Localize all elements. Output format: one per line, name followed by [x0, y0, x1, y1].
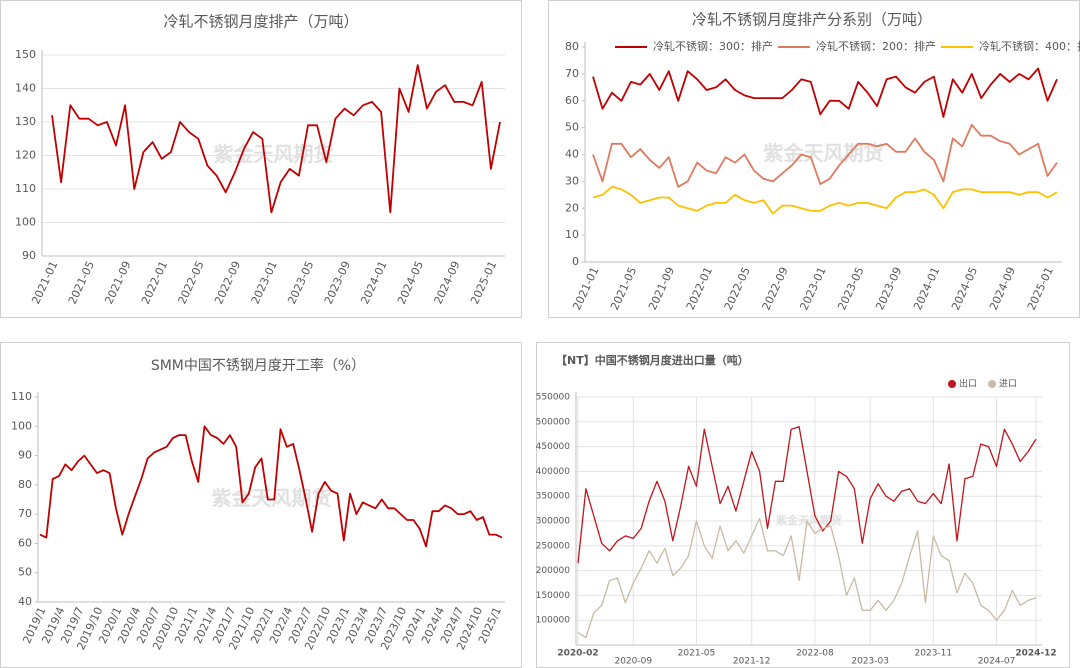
y-tick-label: 550000 [536, 393, 571, 403]
x-tick-label: 2022-05 [176, 259, 207, 306]
x-tick-label: 2021-09 [646, 265, 677, 312]
x-tick-label: 2024-07 [978, 657, 1016, 667]
panel-border [0, 0, 522, 318]
x-tick-label: 2025-01 [1025, 265, 1056, 312]
y-tick-label: 150000 [536, 591, 571, 601]
y-tick-label: 450000 [536, 442, 571, 452]
x-tick-label: 2024-01 [911, 265, 942, 312]
y-tick-label: 70 [18, 507, 32, 520]
legend-label: 冷轧不锈钢：300：排产 [653, 39, 773, 53]
y-tick-label: 90 [18, 449, 32, 462]
legend-marker [988, 380, 996, 388]
y-tick-label: 10 [565, 228, 579, 241]
x-tick-label: 2023-03 [851, 657, 889, 667]
y-tick-label: 50 [18, 566, 32, 579]
y-tick-label: 500000 [536, 417, 571, 427]
y-tick-label: 30 [565, 174, 579, 187]
chart-title: SMM中国不锈钢月度开工率（%） [151, 357, 365, 374]
x-tick-label: 2023-01 [797, 265, 828, 312]
x-tick-label: 2024-05 [949, 265, 980, 312]
y-tick-label: 20 [565, 201, 579, 214]
y-tick-label: 350000 [536, 492, 571, 502]
x-tick-label: 2021-05 [678, 649, 716, 659]
y-tick-label: 70 [565, 67, 579, 80]
chart-title: 【NT】中国不锈钢月度进出口量（吨） [556, 353, 749, 367]
legend-label: 冷轧不锈钢：400：排产 [979, 39, 1080, 53]
x-tick-label: 2022-09 [212, 259, 243, 306]
x-tick-label: 2023-09 [873, 265, 904, 312]
watermark: 紫金天风期货 [776, 513, 842, 527]
x-tick-label: 2020-09 [614, 657, 652, 667]
legend-label: 冷轧不锈钢：200：排产 [816, 39, 936, 53]
y-tick-label: 80 [18, 478, 32, 491]
y-tick-label: 40 [18, 595, 32, 608]
x-tick-label: 2021-09 [102, 259, 133, 306]
y-tick-label: 140 [15, 82, 36, 95]
x-tick-label: 2022-05 [722, 265, 753, 312]
chart-title: 冷轧不锈钢月度排产分系别（万吨） [692, 11, 932, 29]
y-tick-label: 60 [18, 536, 32, 549]
y-tick-label: 40 [565, 148, 579, 161]
x-tick-label: 2022-08 [796, 649, 834, 659]
x-tick-label: 2020-02 [557, 649, 598, 659]
x-tick-label: 2021-05 [66, 259, 97, 306]
x-tick-label: 2022-01 [684, 265, 715, 312]
data-line [577, 426, 1037, 564]
y-tick-label: 0 [572, 255, 579, 268]
x-tick-label: 2021-12 [733, 657, 771, 667]
x-tick-label: 2021-05 [608, 265, 639, 312]
data-line [592, 185, 1058, 215]
y-tick-label: 60 [565, 94, 579, 107]
y-tick-label: 400000 [536, 467, 571, 477]
x-tick-label: 2023-05 [285, 259, 316, 306]
legend-marker [948, 380, 956, 388]
y-tick-label: 80 [565, 40, 579, 53]
y-tick-label: 250000 [536, 541, 571, 551]
x-tick-label: 2024-09 [987, 265, 1018, 312]
x-tick-label: 2022-01 [139, 259, 170, 306]
y-tick-label: 100000 [536, 616, 571, 626]
y-tick-label: 50 [565, 121, 579, 134]
x-tick-label: 2024-12 [1015, 649, 1056, 659]
data-line [39, 425, 503, 548]
y-tick-label: 100 [11, 419, 32, 432]
watermark: 紫金天风期货 [764, 141, 884, 165]
x-tick-label: 2022-09 [760, 265, 791, 312]
watermark: 紫金天风期货 [212, 486, 332, 510]
y-tick-label: 300000 [536, 517, 571, 527]
data-line [592, 124, 1058, 188]
y-tick-label: 90 [22, 249, 36, 262]
x-tick-label: 2024-09 [432, 259, 463, 306]
x-tick-label: 2024-05 [395, 259, 426, 306]
data-line [51, 64, 501, 214]
y-tick-label: 200000 [536, 566, 571, 576]
x-tick-label: 2023-09 [322, 259, 353, 306]
data-line [592, 67, 1058, 118]
y-tick-label: 100 [15, 216, 36, 229]
x-tick-label: 2021-01 [29, 259, 60, 306]
y-tick-label: 120 [15, 149, 36, 162]
y-tick-label: 110 [15, 182, 36, 195]
y-tick-label: 110 [11, 390, 32, 403]
watermark: 紫金天风期货 [214, 142, 334, 166]
chart-title: 冷轧不锈钢月度排产（万吨） [163, 13, 358, 31]
data-line [577, 517, 1037, 639]
y-tick-label: 130 [15, 115, 36, 128]
x-tick-label: 2021-01 [570, 265, 601, 312]
legend-label: 进口 [999, 379, 1017, 390]
x-tick-label: 2025-01 [468, 259, 499, 306]
x-tick-label: 2024-01 [358, 259, 389, 306]
x-tick-label: 2023-11 [915, 649, 953, 659]
x-tick-label: 2023-05 [835, 265, 866, 312]
y-tick-label: 150 [15, 48, 36, 61]
panel-border [536, 342, 1070, 668]
legend-label: 出口 [959, 378, 977, 390]
x-tick-label: 2023-01 [249, 259, 280, 306]
